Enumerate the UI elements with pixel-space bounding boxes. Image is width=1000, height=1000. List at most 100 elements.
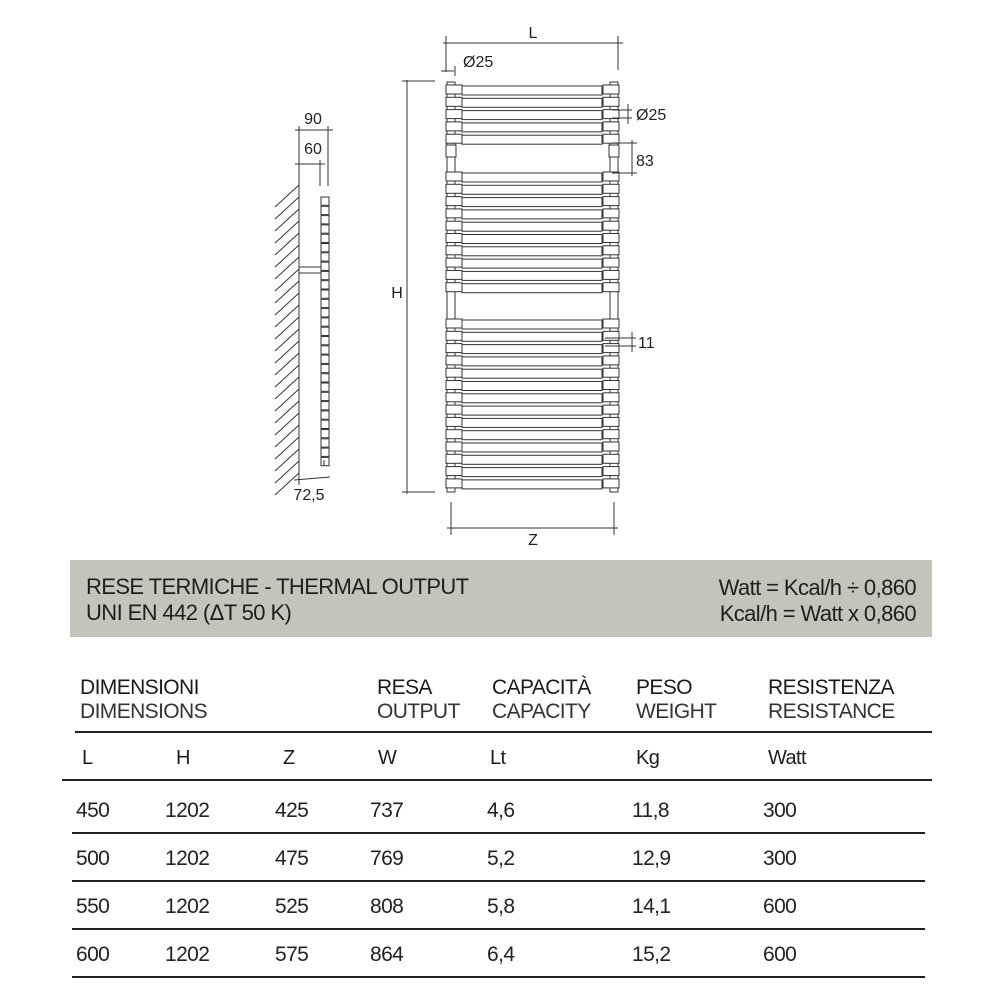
- hatch-line: [274, 256, 300, 280]
- table-divider: [72, 880, 925, 882]
- towel-bar: [461, 122, 603, 133]
- hatch-line: [274, 268, 300, 292]
- left-joint: [445, 183, 463, 194]
- right-joint: [602, 441, 620, 452]
- unit-label: W: [378, 747, 397, 769]
- table-cell: 769: [370, 847, 404, 870]
- side-bar: [320, 363, 330, 374]
- table-cell: 1202: [165, 895, 210, 918]
- towel-bar: [461, 393, 603, 404]
- side-bar: [320, 447, 330, 457]
- left-joint: [445, 282, 463, 293]
- left-joint: [445, 466, 463, 477]
- table-divider: [72, 928, 925, 930]
- header-en: CAPACITY: [492, 700, 591, 723]
- left-joint: [445, 96, 463, 107]
- side-bar: [320, 270, 330, 281]
- right-joint: [602, 121, 620, 132]
- right-joint: [602, 233, 620, 243]
- hatch-line: [274, 472, 300, 496]
- left-joint: [445, 416, 463, 427]
- towel-bar: [461, 197, 603, 208]
- right-joint: [602, 245, 620, 256]
- dim-L: L: [529, 25, 538, 42]
- dim-wall-offset: 72,5: [293, 487, 324, 504]
- table-cell: 425: [275, 799, 309, 822]
- table-cell: 6,4: [487, 943, 515, 966]
- right-joint: [602, 183, 620, 194]
- header-it: CAPACITÀ: [492, 676, 591, 699]
- table-cell: 450: [76, 799, 110, 822]
- left-joint: [445, 441, 463, 452]
- right-joint: [602, 196, 620, 207]
- hatch-line: [274, 376, 300, 400]
- header-en: RESISTANCE: [768, 700, 895, 723]
- left-joint: [445, 233, 463, 243]
- radiator-technical-drawing: 90 60 72,5 L Ø25 H Z Ø25 83 11: [274, 25, 666, 549]
- right-joint: [602, 466, 620, 477]
- side-bar: [320, 308, 330, 318]
- right-joint: [602, 404, 620, 415]
- hatch-line: [274, 436, 300, 460]
- left-joint: [445, 318, 463, 329]
- towel-bar: [461, 405, 603, 416]
- hatch-line: [274, 412, 300, 436]
- left-joint: [445, 257, 463, 268]
- hatch-line: [274, 364, 300, 388]
- towel-bar: [461, 184, 603, 195]
- left-joint: [445, 196, 463, 207]
- side-column: [320, 196, 330, 467]
- hatch-line: [274, 244, 300, 268]
- towel-bar: [461, 319, 603, 330]
- table-cell: 1202: [165, 799, 210, 822]
- table-cell: 14,1: [632, 895, 671, 918]
- table-cell: 1202: [165, 847, 210, 870]
- table-cell: 808: [370, 895, 404, 918]
- left-joint: [445, 453, 463, 464]
- banner-title: RESE TERMICHE - THERMAL OUTPUT: [86, 574, 469, 599]
- left-joint: [445, 121, 463, 132]
- table-cell: 5,8: [487, 895, 515, 918]
- side-bar: [320, 336, 330, 346]
- hatch-line: [274, 316, 300, 340]
- side-bar: [320, 317, 330, 327]
- dim-dia-top: Ø25: [463, 54, 493, 71]
- table-cell: 500: [76, 847, 110, 870]
- side-bar: [320, 391, 330, 402]
- table-divider: [62, 779, 932, 781]
- left-joint: [445, 208, 463, 219]
- side-bar: [320, 438, 330, 448]
- towel-bar: [461, 209, 603, 220]
- collector-fitting: [445, 144, 457, 158]
- side-bar: [320, 252, 330, 262]
- table-divider: [72, 976, 925, 978]
- right-joint: [602, 478, 620, 489]
- hatch-line: [274, 280, 300, 304]
- left-joint: [445, 220, 463, 231]
- side-bar: [320, 373, 330, 383]
- right-joint: [602, 208, 620, 219]
- table-cell: 12,9: [632, 847, 671, 870]
- thermal-output-banner: RESE TERMICHE - THERMAL OUTPUT UNI EN 44…: [70, 560, 932, 637]
- header-it: PESO: [636, 676, 693, 699]
- right-joint: [602, 171, 620, 182]
- hatch-line: [274, 340, 300, 364]
- dim-gap: 83: [636, 153, 654, 170]
- left-joint: [445, 133, 463, 144]
- header-it: RESA: [377, 676, 432, 699]
- unit-label: H: [176, 747, 190, 769]
- towel-bar: [461, 246, 603, 257]
- right-joint: [602, 392, 620, 403]
- side-bar: [320, 205, 330, 216]
- header-en: DIMENSIONS: [80, 700, 208, 723]
- table-cell: 300: [763, 799, 797, 822]
- side-bar: [320, 196, 330, 206]
- right-joint: [602, 84, 620, 95]
- towel-bar: [461, 479, 603, 490]
- side-bar: [320, 243, 330, 253]
- towel-bar: [461, 221, 603, 232]
- side-bar: [320, 298, 330, 309]
- towel-bar: [461, 258, 603, 269]
- header-en: WEIGHT: [636, 700, 717, 723]
- side-bar: [320, 233, 330, 243]
